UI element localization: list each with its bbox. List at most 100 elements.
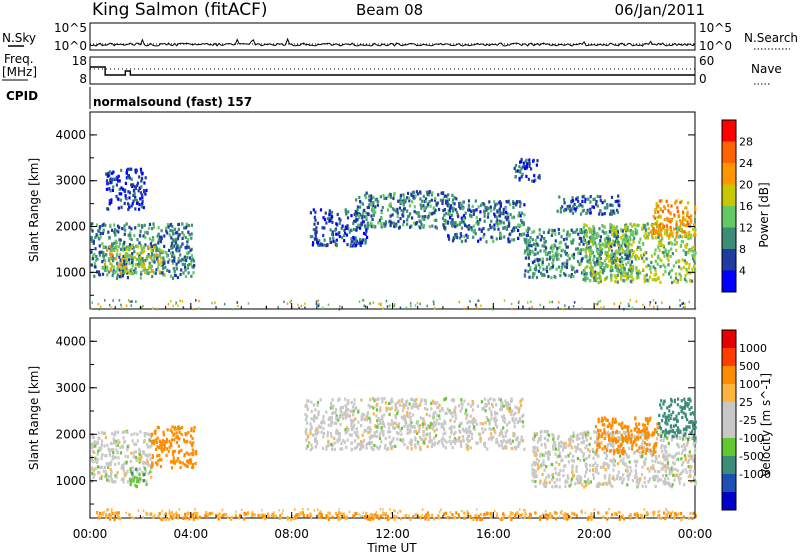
- heatmap-cell: [117, 197, 120, 201]
- heatmap-cell: [99, 235, 102, 239]
- heatmap-cell: [663, 218, 666, 222]
- heatmap-cell: [110, 472, 113, 476]
- heatmap-cell: [153, 260, 156, 264]
- heatmap-cell: [622, 449, 625, 453]
- heatmap-cell: [649, 271, 653, 275]
- heatmap-cell: [515, 445, 518, 449]
- heatmap-cell: [384, 437, 387, 441]
- heatmap-cell: [144, 176, 147, 180]
- heatmap-cell: [584, 200, 587, 204]
- heatmap-cell: [98, 272, 101, 276]
- heatmap-cell: [92, 442, 96, 446]
- heatmap-cell: [577, 259, 580, 264]
- heatmap-cell: [387, 430, 390, 434]
- heatmap-cell: [111, 454, 114, 458]
- heatmap-cell: [588, 469, 591, 473]
- heatmap-cell: [421, 422, 424, 426]
- heatmap-cell: [544, 480, 547, 484]
- heatmap-cell: [542, 267, 545, 271]
- heatmap-cell: [685, 268, 688, 272]
- heatmap-cell: [517, 228, 520, 233]
- heatmap-cell: [125, 254, 128, 259]
- heatmap-cell: [684, 233, 687, 237]
- heatmap-cell: [102, 431, 105, 435]
- heatmap-cell: [489, 205, 492, 209]
- heatmap-cell: [100, 457, 103, 461]
- heatmap-cell: [681, 258, 684, 262]
- heatmap-cell: [133, 476, 136, 480]
- heatmap-cell: [435, 203, 438, 207]
- heatmap-cell: [441, 201, 444, 206]
- heatmap-cell: [419, 226, 422, 230]
- heatmap-cell: [150, 248, 153, 252]
- heatmap-cell: [454, 208, 457, 212]
- heatmap-cell: [414, 304, 417, 307]
- heatmap-cell: [657, 232, 660, 236]
- heatmap-cell: [634, 227, 637, 231]
- heatmap-cell: [409, 225, 412, 229]
- heatmap-cell: [606, 463, 609, 467]
- heatmap-cell: [692, 442, 695, 446]
- heatmap-cell: [138, 452, 141, 456]
- heatmap-cell: [171, 438, 174, 442]
- heatmap-cell: [187, 452, 190, 456]
- heatmap-cell: [247, 302, 250, 305]
- heatmap-cell: [101, 223, 104, 228]
- heatmap-cell: [442, 432, 445, 436]
- heatmap-cell: [680, 199, 683, 203]
- heatmap-cell: [586, 265, 589, 269]
- heatmap-cell: [637, 275, 640, 279]
- heatmap-cell: [456, 213, 459, 217]
- heatmap-cell: [176, 243, 179, 247]
- heatmap-cell: [328, 213, 331, 217]
- heatmap-cell: [148, 222, 152, 226]
- heatmap-cell: [187, 237, 190, 241]
- heatmap-cell: [683, 230, 686, 234]
- heatmap-cell: [127, 233, 130, 237]
- heatmap-cell: [394, 402, 397, 406]
- heatmap-cell: [377, 221, 380, 225]
- heatmap-cell: [520, 157, 523, 162]
- heatmap-cell: [453, 235, 457, 239]
- heatmap-cell: [521, 420, 524, 424]
- heatmap-cell: [191, 436, 194, 441]
- heatmap-cell: [513, 229, 516, 233]
- heatmap-cell: [669, 220, 672, 224]
- heatmap-cell: [350, 243, 353, 247]
- heatmap-cell: [638, 446, 641, 450]
- heatmap-cell: [283, 300, 285, 304]
- heatmap-cell: [305, 438, 308, 442]
- heatmap-cell: [482, 226, 485, 231]
- heatmap-cell: [543, 468, 546, 472]
- heatmap-cell: [630, 438, 633, 442]
- heatmap-cell: [118, 187, 121, 191]
- heatmap-cell: [574, 482, 577, 486]
- heatmap-cell: [383, 424, 386, 429]
- heatmap-cell: [393, 421, 396, 425]
- heatmap-cell: [110, 264, 113, 268]
- heatmap-cell: [614, 280, 617, 284]
- heatmap-cell: [626, 235, 629, 239]
- heatmap-cell: [582, 454, 585, 458]
- heatmap-cell: [534, 453, 537, 457]
- heatmap-cell: [618, 263, 621, 267]
- heatmap-cell: [566, 262, 569, 266]
- heatmap-cell: [510, 238, 513, 242]
- heatmap-cell: [460, 216, 463, 220]
- heatmap-cell: [113, 230, 116, 234]
- heatmap-cell: [171, 224, 174, 229]
- heatmap-cell: [416, 420, 420, 424]
- heatmap-cell: [144, 235, 147, 240]
- heatmap-cell: [542, 230, 545, 235]
- heatmap-cell: [147, 454, 150, 458]
- heatmap-cell: [631, 479, 634, 483]
- heatmap-cell: [505, 401, 508, 405]
- heatmap-cell: [306, 421, 309, 425]
- heatmap-cell: [123, 461, 126, 465]
- heatmap-cell: [122, 467, 125, 471]
- heatmap-cell: [687, 460, 690, 464]
- heatmap-cell: [481, 202, 484, 206]
- heatmap-cell: [327, 439, 330, 443]
